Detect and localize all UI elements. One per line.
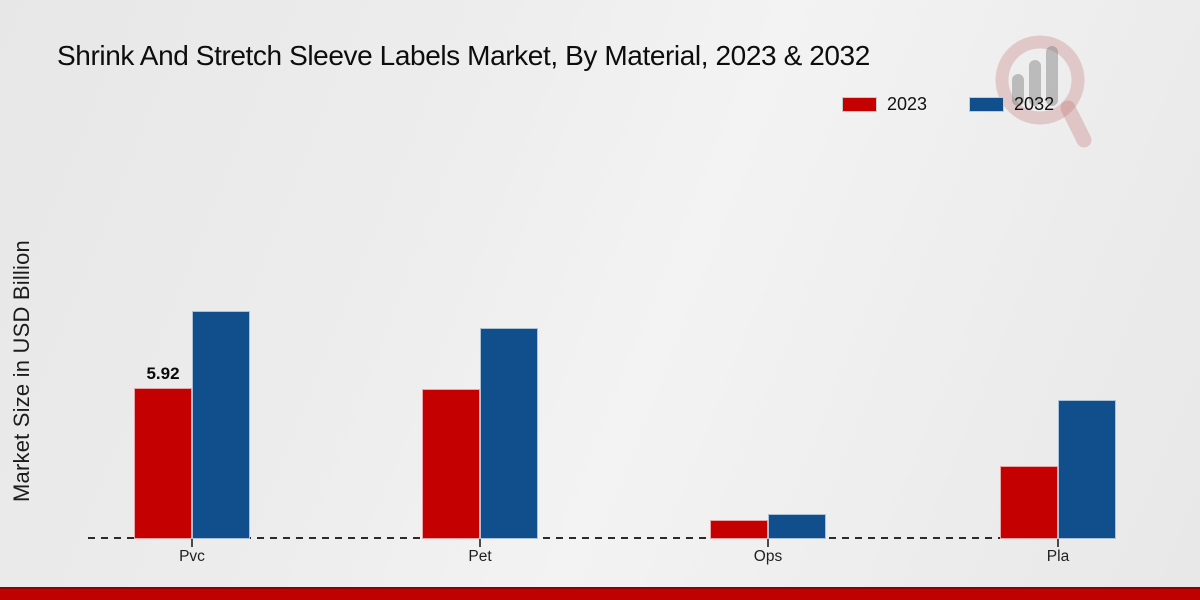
x-axis-baseline: [88, 537, 1114, 539]
bar-2023-pla: [1000, 466, 1058, 539]
x-tick-pvc: [191, 539, 193, 547]
bar-2023-pet: [422, 389, 480, 539]
x-tick-label-pla: Pla: [1046, 548, 1070, 565]
x-tick-pla: [1057, 539, 1059, 547]
x-tick-label-pet: Pet: [468, 548, 492, 565]
x-tick-pet: [479, 539, 481, 547]
legend-item-2023: 2023: [842, 94, 927, 115]
x-tick-label-pvc: Pvc: [179, 548, 205, 565]
x-tick-ops: [767, 539, 769, 547]
bar-2032-pvc: [192, 311, 250, 539]
legend-swatch-2032: [969, 97, 1005, 112]
legend-swatch-2023: [842, 97, 877, 112]
x-tick-label-ops: Ops: [753, 548, 783, 565]
magnifier-bar-chart-logo-icon: [995, 35, 1092, 148]
chart-title: Shrink And Stretch Sleeve Labels Market,…: [57, 40, 870, 71]
bar-2023-pvc: [134, 388, 192, 539]
bar-2032-pet: [480, 328, 538, 539]
legend-label-2023: 2023: [887, 94, 928, 114]
legend-label-2032: 2032: [1014, 94, 1055, 114]
bar-2023-ops: [710, 520, 768, 539]
bar-2032-ops: [768, 514, 826, 539]
footer-accent-bar: [0, 587, 1200, 600]
legend-item-2032: 2032: [969, 94, 1054, 115]
bar-value-label: 5.92: [146, 364, 180, 383]
legend: 2023 2032: [842, 94, 1054, 115]
bar-2032-pla: [1058, 400, 1116, 539]
